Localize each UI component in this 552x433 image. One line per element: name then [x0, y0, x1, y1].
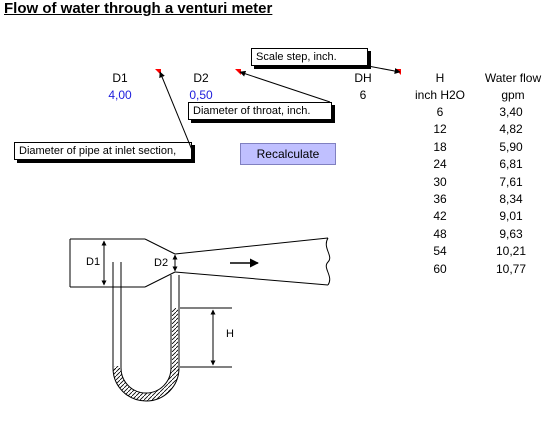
- table-cell-h: 18: [433, 139, 447, 154]
- diagram-d2-label: D2: [154, 257, 169, 269]
- venturi-diagram: [69, 237, 331, 288]
- table-cell-flow: 7,61: [499, 174, 523, 189]
- h-column-unit: inch H2O: [414, 88, 466, 102]
- recalculate-button[interactable]: Recalculate: [240, 143, 336, 165]
- table-cell-h: 60: [433, 261, 447, 276]
- flow-column-header: Water flow: [484, 71, 542, 85]
- connector-scale-step: [367, 65, 401, 74]
- inlet-diameter-comment: Diameter of pipe at inlet section,: [14, 142, 192, 160]
- diagram-h-label: H: [226, 328, 234, 340]
- table-cell-h: 30: [433, 174, 447, 189]
- table-cell-flow: 3,40: [499, 105, 523, 119]
- flow-column-unit: gpm: [501, 88, 525, 102]
- manometer-fluid: [113, 308, 179, 401]
- table-cell-h: 24: [433, 157, 447, 172]
- h-column-header: H: [435, 71, 445, 85]
- connector-throat: [239, 70, 331, 103]
- table-cell-flow: 9,01: [499, 209, 523, 224]
- h-values-column: 6 12 18 24 30 36 42 48 54 60: [412, 104, 468, 278]
- table-cell-flow: 10,77: [495, 261, 527, 276]
- scale-step-comment: Scale step, inch.: [251, 48, 368, 66]
- dh-label: DH: [354, 71, 372, 85]
- table-cell-flow: 5,90: [499, 139, 523, 154]
- table-cell-flow: 8,34: [499, 191, 523, 206]
- table-cell-flow: 9,63: [499, 226, 523, 241]
- table-cell-h: 42: [433, 209, 447, 224]
- d2-value-cell[interactable]: 0,50: [189, 88, 213, 102]
- table-cell-h: 48: [433, 226, 447, 241]
- d1-value-cell[interactable]: 4,00: [108, 88, 132, 102]
- table-cell-flow: 4,82: [499, 122, 523, 137]
- diagram-d1-label: D1: [86, 256, 101, 268]
- flow-values-column: 3,40 4,82 5,90 6,81 7,61 8,34 9,01 9,63 …: [476, 104, 546, 278]
- d2-label: D2: [193, 71, 209, 85]
- table-cell-h: 36: [433, 191, 447, 206]
- table-cell-flow: 10,21: [495, 244, 527, 259]
- table-cell-h: 54: [433, 244, 447, 259]
- d1-label: D1: [112, 71, 128, 85]
- table-cell-flow: 6,81: [499, 157, 523, 172]
- dh-value-cell[interactable]: 6: [359, 88, 367, 102]
- page-title: Flow of water through a venturi meter: [4, 0, 273, 17]
- table-cell-h: 6: [436, 105, 444, 119]
- throat-diameter-comment: Diameter of throat, inch.: [188, 102, 332, 120]
- table-cell-h: 12: [433, 122, 447, 137]
- connector-inlet: [159, 71, 193, 151]
